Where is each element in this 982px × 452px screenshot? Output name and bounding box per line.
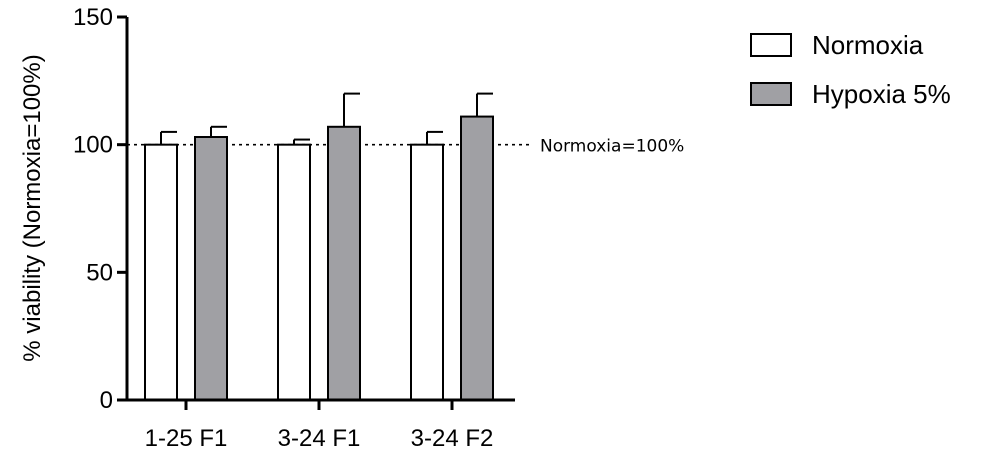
legend-label: Hypoxia 5% [812, 79, 951, 109]
x-tick-label: 3-24 F2 [411, 425, 494, 452]
y-axis-title: % viability (Normoxia=100%) [19, 54, 46, 361]
legend-swatch [750, 33, 792, 57]
bar-hypoxia-1 [327, 125, 361, 401]
legend-label: Normoxia [812, 30, 924, 60]
bar-normoxia-1 [277, 143, 311, 401]
y-tick-label: 150 [73, 4, 113, 31]
y-tick-label: 100 [73, 132, 113, 159]
reference-line-label: Normoxia=100% [540, 137, 684, 157]
x-tick-label: 1-25 F1 [145, 425, 228, 452]
bar-normoxia-0 [144, 143, 178, 401]
bar-hypoxia-2 [460, 115, 494, 402]
bar-hypoxia-0 [194, 136, 228, 402]
y-tick-label: 50 [86, 259, 113, 286]
axes: 0 50 100 150 1-25 F1 3-24 F1 3-24 F2 [73, 4, 515, 452]
legend: Normoxia Hypoxia 5% [750, 30, 951, 109]
y-tick-label: 0 [100, 387, 113, 414]
x-tick-label: 3-24 F1 [278, 425, 361, 452]
legend-swatch [750, 82, 792, 106]
bars-layer [144, 92, 494, 402]
bar-normoxia-2 [410, 143, 444, 401]
